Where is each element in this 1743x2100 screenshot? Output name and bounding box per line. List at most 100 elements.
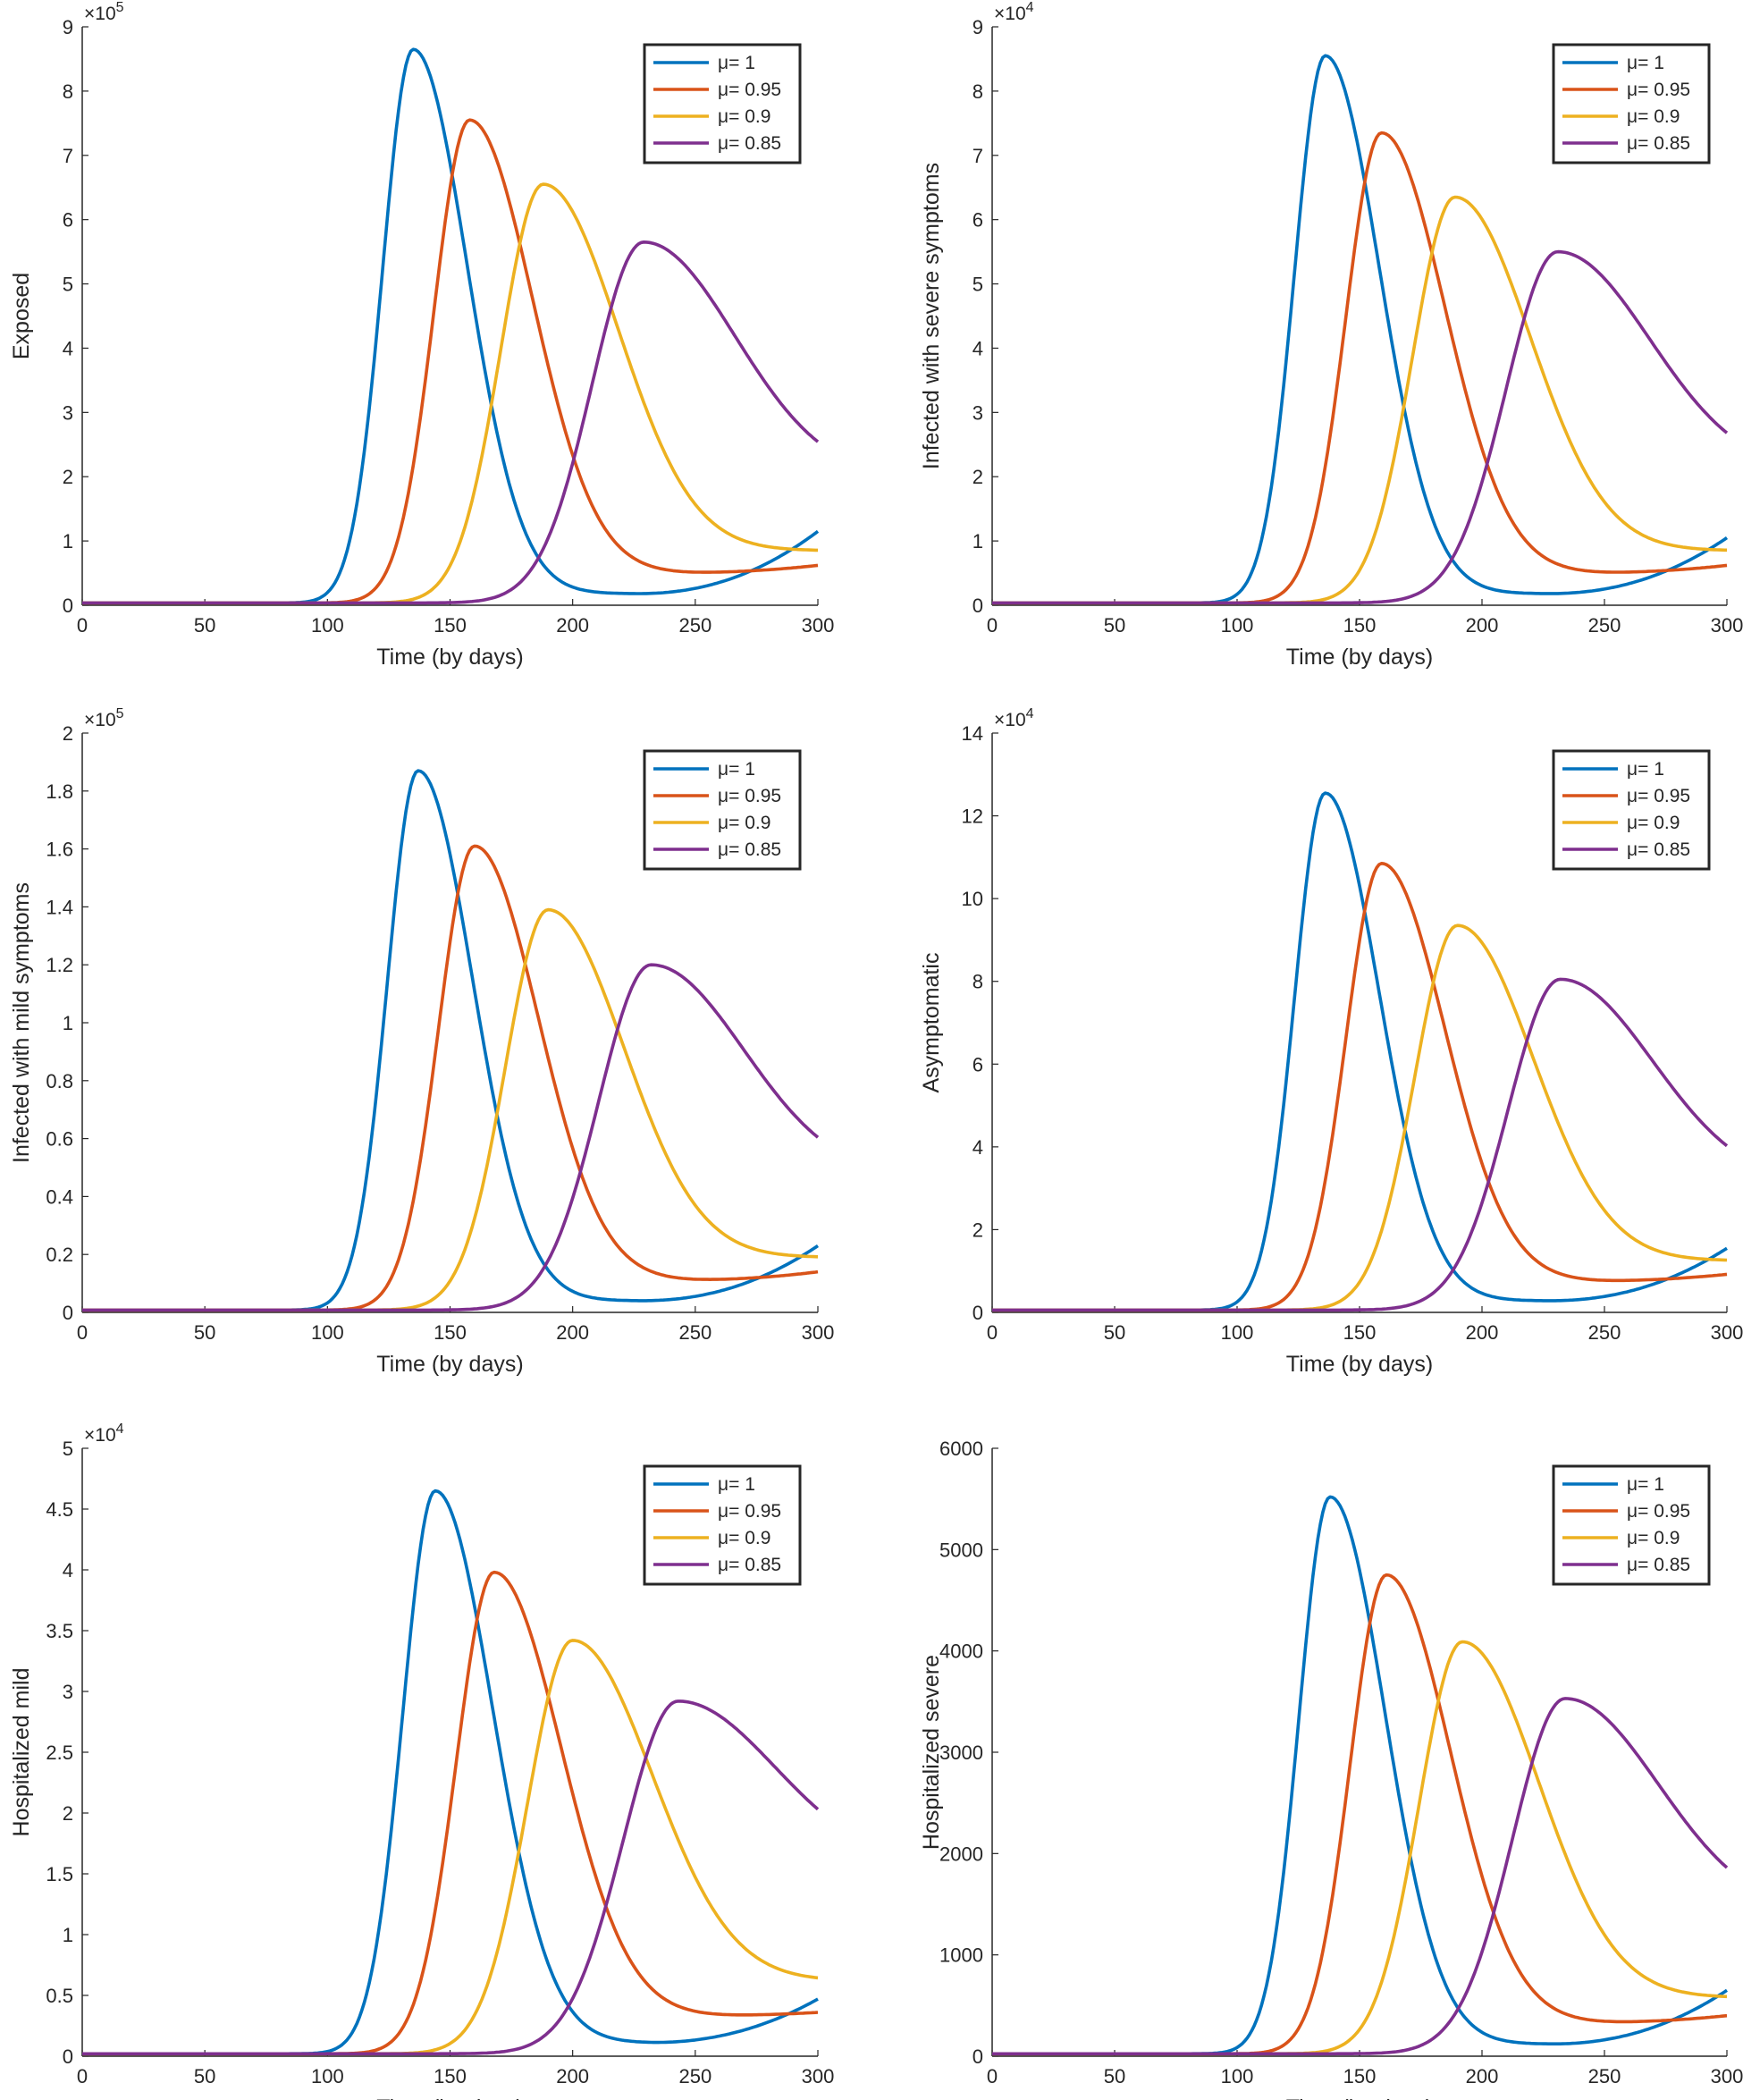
legend-label: μ= 0.85: [718, 839, 781, 860]
y-tick-label: 8: [63, 80, 73, 103]
y-tick-label: 3: [973, 401, 983, 424]
y-tick-label: 6: [63, 209, 73, 232]
legend-label: μ= 0.95: [718, 1501, 781, 1522]
y-tick-label: 6: [973, 209, 983, 232]
y-tick-label: 0: [973, 1302, 983, 1324]
axis-multiplier: ×104: [84, 1421, 124, 1446]
legend-label: μ= 0.85: [1627, 1555, 1690, 1575]
legend-label: μ= 0.95: [718, 80, 781, 100]
chart-panel-5: 0 50 100 150 200 250 300 0 0.5 1 1.5 2 2.5 3 3.5 4 4.5 5 ×…: [9, 1421, 834, 2100]
x-tick-label: 150: [1343, 1321, 1377, 1344]
series-line-4: [82, 1699, 820, 2056]
legend: μ= 1 μ= 0.95 μ= 0.9 μ= 0.85: [643, 749, 802, 871]
series-line-2: [82, 118, 819, 605]
y-tick-label: 2: [973, 466, 983, 488]
y-tick-label: 2.5: [46, 1742, 73, 1764]
legend-label: μ= 0.9: [718, 1528, 770, 1548]
legend-label: μ= 0.9: [718, 106, 770, 127]
legend-label: μ= 0.85: [718, 133, 781, 154]
legend-label: μ= 1: [718, 1474, 755, 1495]
y-tick-label: 1.4: [46, 896, 73, 918]
y-tick-label: 1.8: [46, 780, 73, 803]
series-line-2: [82, 1570, 819, 2056]
chart-panel-2: 0 50 100 150 200 250 300 0 1 2 3 4 5 6 7 8 9 ×104 Time (by…: [919, 0, 1743, 670]
y-tick-label: 1: [973, 530, 983, 552]
y-tick-label: 0.6: [46, 1128, 73, 1151]
y-tick-label: 1.6: [46, 839, 73, 861]
x-tick-label: 200: [1466, 614, 1499, 637]
legend-label: μ= 1: [718, 53, 755, 73]
y-tick-label: 6000: [939, 1438, 983, 1460]
legend: μ= 1 μ= 0.95 μ= 0.9 μ= 0.85: [1552, 43, 1711, 164]
y-tick-label: 7: [63, 145, 73, 167]
y-tick-label: 1.2: [46, 954, 73, 976]
y-tick-label: 6: [973, 1053, 983, 1075]
y-tick-label: 2: [63, 1802, 73, 1825]
series-line-3: [992, 195, 1727, 605]
y-tick-label: 0: [973, 2045, 983, 2068]
x-tick-label: 200: [556, 614, 589, 637]
y-tick-label: 4: [63, 337, 73, 359]
y-tick-label: 3000: [939, 1742, 983, 1764]
x-tick-label: 0: [987, 2065, 998, 2087]
x-tick-label: 0: [77, 1321, 88, 1344]
x-tick-label: 0: [77, 2065, 88, 2087]
y-axis-label: Infected with severe symptoms: [919, 163, 944, 469]
legend-label: μ= 0.9: [1627, 1528, 1680, 1548]
x-tick-label: 250: [678, 614, 712, 637]
legend-label: μ= 0.95: [1627, 80, 1690, 100]
y-tick-label: 2000: [939, 1843, 983, 1865]
y-tick-label: 0: [63, 1302, 73, 1324]
series-line-1: [992, 791, 1728, 1312]
y-tick-label: 14: [962, 722, 983, 745]
y-tick-label: 5: [63, 274, 73, 296]
y-tick-label: 8: [973, 80, 983, 103]
x-tick-label: 100: [1221, 614, 1254, 637]
y-tick-label: 1.5: [46, 1863, 73, 1885]
axis-multiplier: ×105: [84, 706, 124, 730]
y-tick-label: 1000: [939, 1944, 983, 1967]
x-tick-label: 150: [1343, 614, 1377, 637]
x-tick-label: 200: [1466, 1321, 1499, 1344]
x-axis-label: Time (by days): [376, 2096, 523, 2100]
x-tick-label: 150: [1343, 2065, 1377, 2087]
y-tick-label: 4.5: [46, 1498, 73, 1521]
y-tick-label: 3.5: [46, 1620, 73, 1642]
series-line-3: [992, 1640, 1728, 2056]
y-tick-label: 5: [63, 1438, 73, 1460]
y-tick-label: 12: [962, 805, 983, 828]
axis-multiplier: ×105: [84, 0, 124, 24]
legend-label: μ= 1: [1627, 1474, 1664, 1495]
y-tick-label: 2: [973, 1219, 983, 1241]
x-tick-label: 100: [311, 1321, 344, 1344]
y-tick-label: 0.5: [46, 1985, 73, 2007]
legend-label: μ= 0.95: [718, 786, 781, 806]
chart-panel-4: 0 50 100 150 200 250 300 0 2 4 6 8 10 12 14 ×104 Time (b…: [919, 706, 1743, 1377]
x-tick-label: 200: [1466, 2065, 1499, 2087]
y-tick-label: 0.4: [46, 1185, 73, 1208]
x-tick-label: 150: [434, 614, 467, 637]
x-tick-label: 100: [1221, 2065, 1254, 2087]
y-tick-label: 1: [63, 1012, 73, 1034]
x-tick-label: 100: [311, 2065, 344, 2087]
series-line-2: [992, 131, 1728, 605]
x-tick-label: 50: [194, 614, 215, 637]
series-line-4: [82, 240, 820, 605]
legend-label: μ= 1: [1627, 759, 1664, 780]
x-tick-label: 250: [678, 2065, 712, 2087]
x-tick-label: 50: [1104, 2065, 1125, 2087]
x-axis-label: Time (by days): [1286, 2096, 1433, 2100]
y-tick-label: 2: [63, 722, 73, 745]
y-axis-label: Hospitalized severe: [919, 1655, 944, 1850]
x-tick-label: 0: [77, 614, 88, 637]
legend-label: μ= 1: [1627, 53, 1664, 73]
y-tick-label: 9: [973, 16, 983, 38]
legend: μ= 1 μ= 0.95 μ= 0.9 μ= 0.85: [1552, 749, 1711, 871]
y-tick-label: 5000: [939, 1539, 983, 1561]
y-axis-label: Hospitalized mild: [9, 1668, 34, 1837]
series-line-3: [992, 923, 1728, 1312]
x-tick-label: 100: [311, 614, 344, 637]
y-tick-label: 1: [63, 530, 73, 552]
legend: μ= 1 μ= 0.95 μ= 0.9 μ= 0.85: [1552, 1464, 1711, 1586]
legend-label: μ= 1: [718, 759, 755, 780]
